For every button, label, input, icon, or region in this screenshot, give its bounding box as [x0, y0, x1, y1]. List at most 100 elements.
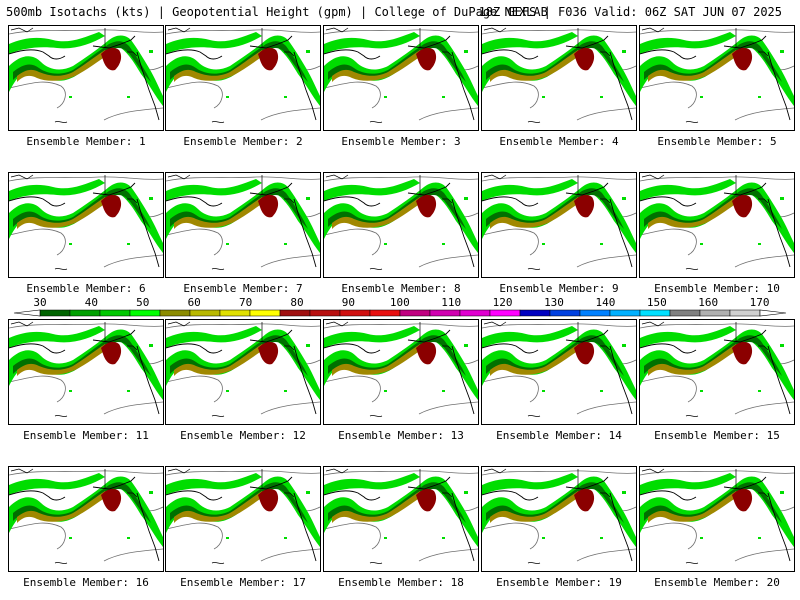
legend-swatch	[489, 309, 521, 317]
ensemble-map-panel	[639, 25, 795, 131]
ensemble-map-panel	[8, 25, 164, 131]
map-svg	[640, 321, 794, 417]
legend-swatch	[99, 309, 131, 317]
legend-left-arrow	[13, 309, 41, 317]
run-valid-time: 18Z GEFS | F036 Valid: 06Z SAT JUN 07 20…	[478, 5, 782, 19]
ensemble-member-label: Ensemble Member: 18	[338, 576, 464, 589]
ensemble-member-label: Ensemble Member: 4	[499, 135, 619, 148]
legend-swatch	[279, 309, 311, 317]
ensemble-member-label: Ensemble Member: 9	[499, 282, 619, 295]
header: 500mb Isotachs (kts) | Geopotential Heig…	[0, 0, 800, 24]
legend-tick-label: 130	[544, 296, 564, 309]
map-svg	[482, 468, 636, 564]
legend-swatch	[459, 309, 491, 317]
product-title: 500mb Isotachs (kts) | Geopotential Heig…	[6, 5, 548, 19]
map-svg	[9, 321, 163, 417]
ensemble-map-panel	[165, 25, 321, 131]
legend-swatch	[519, 309, 551, 317]
map-svg	[640, 468, 794, 564]
legend-tick-label: 100	[389, 296, 410, 309]
ensemble-member-label: Ensemble Member: 6	[26, 282, 146, 295]
map-svg	[324, 174, 478, 270]
legend-swatch	[159, 309, 191, 317]
ensemble-map-panel	[165, 172, 321, 278]
legend-tick-label: 140	[595, 296, 616, 309]
map-svg	[166, 321, 320, 417]
ensemble-member-label: Ensemble Member: 1	[26, 135, 146, 148]
ensemble-member-label: Ensemble Member: 16	[23, 576, 149, 589]
ensemble-map-panel	[8, 172, 164, 278]
ensemble-member-label: Ensemble Member: 20	[654, 576, 780, 589]
legend-tick-label: 60	[187, 296, 201, 309]
legend-swatch	[129, 309, 161, 317]
ensemble-map-panel	[323, 466, 479, 572]
ensemble-member-label: Ensemble Member: 14	[496, 429, 622, 442]
ensemble-member-label: Ensemble Member: 2	[183, 135, 303, 148]
legend-swatch	[579, 309, 611, 317]
legend-tick-label: 90	[341, 296, 356, 309]
ensemble-map-panel	[639, 319, 795, 425]
ensemble-member-label: Ensemble Member: 15	[654, 429, 780, 442]
isotach-color-legend	[13, 309, 787, 317]
legend-tick-label: 50	[136, 296, 150, 309]
legend-tick-label: 110	[441, 296, 462, 309]
legend-tick-label: 70	[238, 296, 253, 309]
legend-swatch	[339, 309, 371, 317]
ensemble-member-label: Ensemble Member: 3	[341, 135, 461, 148]
map-svg	[324, 468, 478, 564]
ensemble-member-label: Ensemble Member: 11	[23, 429, 149, 442]
legend-swatch	[639, 309, 671, 317]
map-svg	[9, 174, 163, 270]
legend-tick-label: 40	[84, 296, 99, 309]
ensemble-member-label: Ensemble Member: 5	[657, 135, 777, 148]
ensemble-map-panel	[481, 319, 637, 425]
ensemble-member-label: Ensemble Member: 7	[183, 282, 303, 295]
map-svg	[324, 321, 478, 417]
map-svg	[166, 174, 320, 270]
legend-swatch	[429, 309, 461, 317]
legend-swatch	[729, 309, 761, 317]
map-svg	[166, 468, 320, 564]
legend-swatch	[609, 309, 641, 317]
map-svg	[482, 321, 636, 417]
legend-swatch	[69, 309, 101, 317]
legend-tick-label: 120	[492, 296, 513, 309]
legend-right-arrow	[759, 309, 787, 317]
legend-swatch	[249, 309, 281, 317]
ensemble-map-panel	[323, 319, 479, 425]
ensemble-member-label: Ensemble Member: 17	[180, 576, 306, 589]
map-svg	[9, 27, 163, 123]
legend-swatch	[549, 309, 581, 317]
legend-tick-label: 160	[698, 296, 719, 309]
ensemble-map-panel	[323, 25, 479, 131]
map-svg	[9, 468, 163, 564]
ensemble-map-panel	[481, 172, 637, 278]
map-svg	[482, 174, 636, 270]
legend-swatch	[39, 309, 71, 317]
ensemble-member-label: Ensemble Member: 19	[496, 576, 622, 589]
map-svg	[640, 27, 794, 123]
legend-tick-label: 170	[749, 296, 770, 309]
legend-swatch	[369, 309, 401, 317]
legend-swatch	[219, 309, 251, 317]
ensemble-member-label: Ensemble Member: 10	[654, 282, 780, 295]
map-svg	[640, 174, 794, 270]
legend-swatch	[309, 309, 341, 317]
ensemble-map-panel	[8, 466, 164, 572]
map-svg	[324, 27, 478, 123]
ensemble-map-panel	[165, 466, 321, 572]
ensemble-member-label: Ensemble Member: 8	[341, 282, 461, 295]
ensemble-map-panel	[8, 319, 164, 425]
ensemble-member-label: Ensemble Member: 12	[180, 429, 306, 442]
ensemble-member-label: Ensemble Member: 13	[338, 429, 464, 442]
map-svg	[482, 27, 636, 123]
legend-swatch	[669, 309, 701, 317]
ensemble-map-panel	[481, 466, 637, 572]
ensemble-map-panel	[323, 172, 479, 278]
ensemble-map-panel	[639, 172, 795, 278]
legend-tick-label: 150	[646, 296, 667, 309]
ensemble-map-panel	[639, 466, 795, 572]
legend-swatch	[699, 309, 731, 317]
legend-swatch	[399, 309, 431, 317]
ensemble-map-panel	[165, 319, 321, 425]
